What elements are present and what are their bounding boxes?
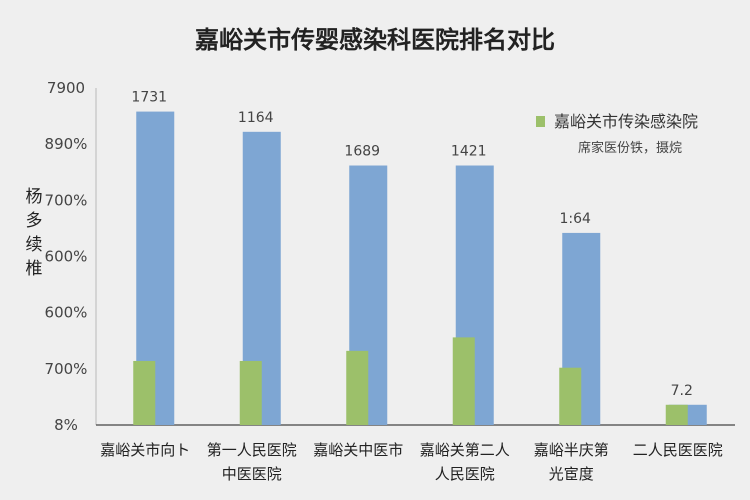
legend-label: 嘉峪关市传染感染院 — [554, 112, 698, 131]
x-category-label: 第一人民医院 — [207, 441, 297, 459]
x-category-label: 嘉峪半庆第 — [534, 441, 609, 459]
x-category-label: 光宦度 — [549, 465, 594, 483]
bar-series-2 — [346, 350, 369, 425]
data-label: 1689 — [344, 144, 380, 160]
y-axis-ticks: 7900 890% 700% 600% 600% 700% 8% — [45, 79, 88, 434]
y-tick-label: 8% — [54, 416, 78, 434]
chart-title: 嘉峪关市传婴感染科医院排名对比 — [195, 26, 555, 54]
x-category-label: 嘉峪关中医市 — [313, 441, 403, 459]
bar-series-2 — [665, 404, 688, 425]
bar-series-2 — [559, 367, 582, 425]
data-label: 1421 — [451, 144, 487, 160]
bar-series-2 — [452, 337, 475, 425]
data-label: 7.2 — [671, 383, 693, 399]
x-category-label: 中医医院 — [222, 465, 282, 483]
data-label: 1164 — [238, 110, 274, 126]
legend: 嘉峪关市传染感染院 席家医份铁，摄烷 — [536, 112, 698, 156]
data-label: 1:64 — [560, 211, 592, 227]
bars: 1731 1164 1689 1421 1:64 7.2 — [131, 90, 707, 425]
y-tick-label: 7900 — [47, 79, 85, 97]
x-category-label: 嘉峪关市向ト — [100, 441, 190, 459]
bar-series-2 — [239, 360, 262, 425]
legend-subtitle: 席家医份铁，摄烷 — [578, 140, 682, 156]
legend-swatch — [536, 116, 545, 127]
x-category-label: 人民医院 — [435, 465, 495, 483]
y-tick-label: 700% — [45, 191, 88, 209]
y-tick-label: 600% — [45, 248, 88, 266]
x-category-label: 二人民医医院 — [633, 441, 723, 459]
data-label: 1731 — [131, 90, 167, 106]
y-tick-label: 890% — [45, 135, 88, 153]
x-category-label: 嘉峪关第二人 — [420, 441, 510, 459]
y-tick-label: 700% — [45, 360, 88, 378]
y-axis-label: 杨多续椎 — [26, 187, 43, 279]
bar-series-2 — [133, 360, 156, 425]
y-tick-label: 600% — [45, 304, 88, 322]
